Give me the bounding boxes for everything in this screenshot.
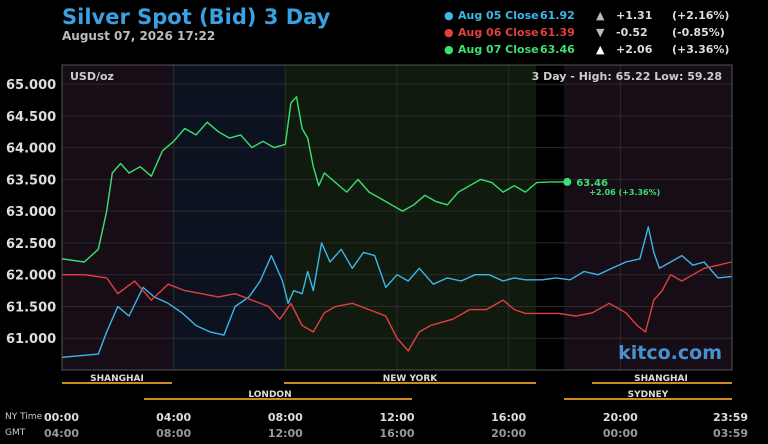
gmt-label: GMT [5,428,26,438]
series-line-aug-05 [62,226,732,358]
x-tick-ny: 00:00 [44,411,79,424]
up-arrow-icon: ▲ [596,43,605,56]
close-change: +2.06 [616,43,653,56]
x-tick-gmt: 08:00 [156,427,191,440]
session-shanghai: SHANGHAI [90,374,144,384]
series-dot-icon: ● [444,9,454,22]
close-price: 63.46 [540,43,575,56]
session-sydney: SYDNEY [628,390,669,400]
x-tick-ny: 23:59 [713,411,748,424]
close-label: Aug 06 Close [458,26,539,39]
series-line-aug-06 [62,261,732,352]
x-tick-ny: 20:00 [603,411,638,424]
close-price: 61.39 [540,26,575,39]
y-tick-label: 63.500 [6,173,56,188]
range-label: 3 Day - High: 65.22 Low: 59.28 [532,70,722,83]
up-arrow-icon: ▲ [596,9,605,22]
x-tick-ny: 12:00 [379,411,414,424]
current-price-marker [563,177,572,186]
x-tick-gmt: 20:00 [491,427,526,440]
session-shanghai-2: SHANGHAI [634,374,688,384]
unit-label: USD/oz [70,70,114,83]
y-tick-label: 62.000 [6,269,56,284]
current-price-label: 63.46 [576,178,608,189]
y-tick-label: 65.000 [6,78,56,93]
chart-title: Silver Spot (Bid) 3 Day [62,5,331,29]
close-row-aug05: ● Aug 05 Close 61.92 ▲ +1.31 (+2.16%) [440,9,760,26]
y-tick-label: 64.500 [6,110,56,125]
kitco-watermark: kitco.com [618,342,722,364]
close-label: Aug 07 Close [458,43,539,56]
close-row-aug06: ● Aug 06 Close 61.39 ▼ -0.52 (-0.85%) [440,26,760,43]
x-axis-labels: 00:00 04:00 04:00 08:00 08:00 12:00 12:00 16:00… [44,411,748,440]
series-line-aug-07 [62,96,568,263]
y-tick-label: 61.500 [6,300,56,315]
close-label: Aug 05 Close [458,9,539,22]
y-tick-label: 62.500 [6,237,56,252]
x-tick-gmt: 03:59 [713,427,748,440]
close-summary: ● Aug 05 Close 61.92 ▲ +1.31 (+2.16%) ● … [440,9,760,60]
series-dot-icon: ● [444,43,454,56]
close-price: 61.92 [540,9,575,22]
x-tick-ny: 16:00 [491,411,526,424]
y-tick-label: 61.000 [6,332,56,347]
y-tick-label: 63.000 [6,205,56,220]
session-band-asia [62,65,172,370]
x-tick-gmt: 04:00 [44,427,79,440]
session-band-newyork [284,65,536,370]
ny-time-label: NY Time [5,412,43,422]
chart-timestamp: August 07, 2026 17:22 [62,29,216,43]
x-tick-ny: 04:00 [156,411,191,424]
session-newyork: NEW YORK [383,374,439,384]
close-percent: (+3.36%) [672,43,730,56]
x-tick-ny: 08:00 [268,411,303,424]
close-percent: (+2.16%) [672,9,730,22]
session-london: LONDON [248,390,291,400]
close-row-aug07: ● Aug 07 Close 63.46 ▲ +2.06 (+3.36%) [440,43,760,60]
series-lines [62,96,732,358]
x-tick-gmt: 12:00 [268,427,303,440]
close-percent: (-0.85%) [672,26,725,39]
series-dot-icon: ● [444,26,454,39]
x-tick-gmt: 16:00 [379,427,414,440]
x-tick-gmt: 00:00 [603,427,638,440]
close-change: +1.31 [616,9,653,22]
plot-border [61,64,733,371]
down-arrow-icon: ▼ [596,26,605,39]
session-bars [62,382,732,400]
y-axis-labels: 65.000 64.500 64.000 63.500 63.000 62.500 62.0… [6,78,56,347]
current-change-label: +2.06 (+3.36%) [589,188,660,197]
close-change: -0.52 [616,26,648,39]
y-tick-label: 64.000 [6,142,56,157]
session-band-closed [536,65,564,370]
